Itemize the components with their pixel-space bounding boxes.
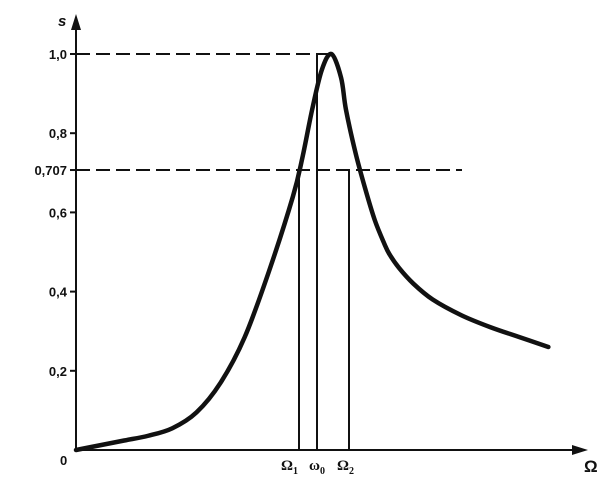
x-axis-label: Ω xyxy=(584,457,598,476)
x-markers: Ω1 ω0 Ω2 xyxy=(281,54,354,477)
series-group xyxy=(73,51,551,453)
marker-label-0: Ω1 xyxy=(281,458,298,477)
y-tick-label: 1,0 xyxy=(49,47,67,62)
y-tick-label: 0,707 xyxy=(34,163,67,178)
series-line-0 xyxy=(73,51,551,453)
y-axis-label: s xyxy=(58,13,66,30)
y-tick-label: 0,4 xyxy=(49,285,68,300)
x-axis-arrow xyxy=(572,445,588,455)
y-ticks: 0,2 0,4 0,6 0,707 0,8 1,0 xyxy=(34,47,76,379)
marker-label-2: Ω2 xyxy=(337,458,354,477)
y-tick-label: 0,2 xyxy=(49,364,67,379)
y-axis-arrow xyxy=(71,14,81,30)
y-tick-label: 0,8 xyxy=(49,126,67,141)
y-tick-label: 0,6 xyxy=(49,205,67,220)
marker-label-1: ω0 xyxy=(309,458,325,477)
reference-lines xyxy=(76,53,462,172)
axes: s Ω 0 xyxy=(58,13,598,476)
origin-label: 0 xyxy=(60,453,67,468)
